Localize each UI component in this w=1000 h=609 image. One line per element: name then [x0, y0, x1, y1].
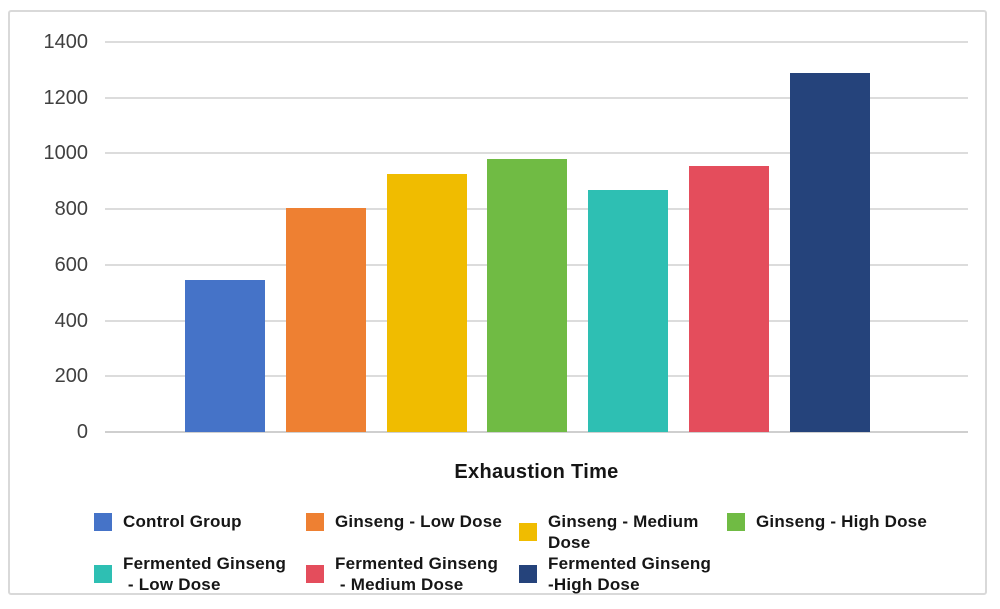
y-tick-label-400: 400 [54, 309, 88, 332]
legend-swatch [306, 565, 324, 583]
y-tick-label-600: 600 [54, 253, 88, 276]
legend-label-line: - Medium Dose [335, 575, 464, 594]
legend-swatch [94, 565, 112, 583]
legend-label: Fermented Ginseng -High Dose [548, 553, 711, 595]
legend-item-fermented-ginseng-low-dose: Fermented Ginseng - Low Dose [94, 553, 306, 595]
legend-swatch [94, 512, 112, 531]
legend-row-1: Control Group Ginseng - Low Dose Ginseng -… [94, 511, 927, 553]
legend-label-line: Fermented Ginseng [548, 554, 712, 573]
bar-control-group [185, 280, 265, 432]
legend-label: Fermented Ginseng - Medium Dose [335, 553, 498, 595]
bar-ginseng-medium-dose [386, 174, 467, 432]
legend-item-fermented-ginseng-medium-dose: Fermented Ginseng - Medium Dose [306, 553, 519, 595]
legend-item-control-group: Control Group [94, 511, 306, 532]
legend-label-line: Ginseng - High Dose [756, 512, 927, 531]
legend-swatch [519, 523, 537, 541]
y-tick-label-1200: 1200 [43, 86, 89, 109]
legend-item-ginseng-high-dose: Ginseng - High Dose [727, 511, 927, 532]
y-tick-label-0: 0 [76, 421, 88, 443]
legend-item-fermented-ginseng-high-dose: Fermented Ginseng -High Dose [519, 553, 727, 595]
legend-label-line: Control Group [123, 512, 242, 531]
legend-label-line: Fermented Ginseng [123, 554, 287, 573]
legend-label-line: Dose [548, 533, 591, 552]
legend-label: Fermented Ginseng - Low Dose [123, 553, 286, 595]
gridline-y-1400 [105, 41, 968, 43]
legend-swatch [306, 512, 324, 531]
legend-label: Ginseng - Low Dose [335, 511, 502, 532]
y-tick-label-200: 200 [54, 365, 88, 388]
gridline-y-1000 [105, 152, 968, 155]
legend-label-line: - Low Dose [123, 575, 221, 594]
legend-label: Ginseng - High Dose [756, 511, 927, 532]
legend-label-line: Ginseng - Medium [548, 512, 699, 531]
legend-label-line: Fermented Ginseng [335, 554, 499, 573]
y-tick-label-1400: 1400 [43, 31, 89, 53]
bar-fermented-ginseng-low-dose [588, 189, 669, 432]
legend-label: Ginseng - Medium Dose [548, 511, 699, 553]
legend-item-ginseng-medium-dose: Ginseng - Medium Dose [519, 511, 727, 553]
legend-swatch [519, 565, 537, 583]
bar-fermented-ginseng-high-dose [789, 72, 870, 432]
legend-label-line: -High Dose [548, 575, 640, 594]
bar-ginseng-low-dose [285, 207, 366, 432]
bar-fermented-ginseng-medium-dose [689, 165, 770, 432]
chart-card: 0 200 400 600 800 1000 1200 1400 Exhaustion Tim… [8, 10, 987, 595]
y-tick-label-1000: 1000 [43, 142, 89, 165]
legend-label-line: Ginseng - Low Dose [335, 512, 503, 531]
legend-swatch [727, 512, 745, 531]
legend-label: Control Group [123, 511, 242, 532]
x-axis-title: Exhaustion Time [454, 461, 619, 483]
bar-ginseng-high-dose [487, 159, 568, 432]
gridline-y-1200 [105, 96, 968, 99]
gridline-y-0 [105, 431, 968, 433]
y-tick-label-800: 800 [54, 198, 88, 221]
legend-row-2: Fermented Ginseng - Low Dose Fermented Gi… [94, 553, 727, 595]
legend-item-ginseng-low-dose: Ginseng - Low Dose [306, 511, 519, 532]
